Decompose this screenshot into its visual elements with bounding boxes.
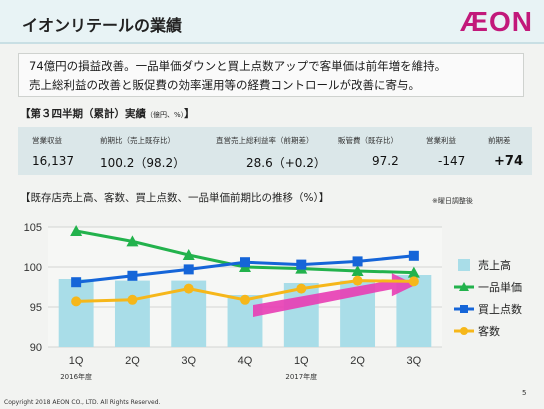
chart-note: ※曜日調整後 — [432, 197, 473, 205]
stat-value: -147 — [438, 154, 466, 168]
bar-sales — [283, 283, 319, 347]
q3-unit: （億円、%） — [146, 111, 185, 119]
stat-gross-margin: 直営売上総利益率（前期差） 28.6（+0.2） — [216, 135, 326, 171]
stat-yoy: 前期比（売上既存比） 100.2（98.2） — [100, 135, 185, 171]
stat-label: 直営売上総利益率（前期差） — [216, 136, 314, 145]
legend-swatch — [458, 259, 470, 271]
stat-sga: 販管費（既存比） 97.2 — [338, 135, 399, 168]
stat-value: 16,137 — [32, 154, 74, 168]
marker-square — [240, 257, 250, 268]
summary-line-2: 売上総利益の改善と販促費の効率運用等の経費コントロールが改善に寄与。 — [29, 78, 420, 92]
marker-circle — [127, 294, 138, 305]
marker-circle — [352, 275, 363, 286]
marker-circle — [240, 294, 250, 305]
marker-triangle — [182, 249, 195, 260]
marker-square — [408, 250, 419, 261]
marker-square — [352, 256, 363, 267]
marker-triangle — [70, 225, 83, 236]
stat-label: 営業利益 — [426, 136, 456, 145]
stat-operating-income: 営業利益 -147 — [426, 135, 465, 168]
stat-label: 営業収益 — [32, 136, 62, 145]
stat-value: 100.2（98.2） — [100, 156, 186, 170]
bar-sales — [114, 280, 150, 347]
chart-heading: 【既存店売上高、客数、買上点数、一品単価前期比の推移（%）】 — [20, 192, 330, 204]
aeon-logo: ÆON — [460, 6, 533, 37]
x-tick-label: 2Q — [125, 355, 140, 367]
marker-circle — [408, 276, 419, 287]
marker-triangle — [407, 266, 420, 278]
stat-value: 97.2 — [372, 154, 399, 168]
legend-label: 一品単価 — [478, 280, 522, 294]
summary-box: 74億円の損益改善。一品単価ダウンと買上点数アップで客単価は前年増を維持。 売上… — [18, 53, 524, 97]
x-tick-label: 3Q — [181, 355, 196, 367]
marker-square — [71, 277, 82, 288]
year-label: 2017年度 — [285, 372, 317, 381]
year-label: 2016年度 — [60, 372, 92, 381]
slide-title: イオンリテールの業績 — [22, 16, 183, 35]
legend-label: 売上高 — [478, 258, 511, 272]
stat-value: 28.6（+0.2） — [246, 156, 326, 170]
marker-triangle — [351, 265, 364, 276]
trend-arrow — [253, 273, 416, 317]
title-bar: イオンリテールの業績 ÆON — [0, 0, 544, 44]
q3-heading: 【第３四半期（累計）実績（億円、%）】 — [20, 106, 195, 121]
stat-label: 前期比（売上既存比） — [100, 136, 175, 145]
x-tick-label: 4Q — [238, 355, 253, 367]
y-tick-label: 100 — [24, 262, 42, 274]
stat-label: 前期差 — [488, 136, 511, 145]
y-tick-label: 90 — [30, 342, 42, 354]
marker-square — [127, 270, 138, 281]
stat-diff: 前期差 +74 — [488, 135, 523, 169]
marker-circle — [71, 296, 82, 307]
copyright-footer: Copyright 2018 AEON CO., LTD. All Rights… — [4, 399, 161, 406]
x-tick-label: 1Q — [69, 355, 84, 367]
q3-heading-close: 】 — [184, 108, 195, 120]
bar-sales — [58, 279, 94, 347]
stat-value: +74 — [494, 154, 523, 169]
page-number: 5 — [522, 389, 527, 397]
y-tick-label: 105 — [24, 222, 42, 234]
legend-marker — [459, 282, 469, 291]
stat-revenue: 営業収益 16,137 — [32, 135, 74, 168]
q3-heading-text: 【第３四半期（累計）実績 — [20, 108, 146, 120]
legend-label: 客数 — [478, 324, 500, 338]
x-tick-label: 2Q — [350, 355, 365, 367]
summary-line-1: 74億円の損益改善。一品単価ダウンと買上点数アップで客単価は前年増を維持。 — [29, 59, 447, 73]
marker-square — [296, 259, 307, 270]
x-tick-label: 3Q — [407, 355, 422, 367]
x-tick-label: 1Q — [294, 355, 309, 367]
marker-circle — [296, 283, 307, 294]
comparison-chart: 90 95 100 105 1Q 2Q 3Q 4Q 1Q 2Q 3Q 2016年度 2017年度 売上高一… — [24, 222, 522, 381]
marker-square — [183, 264, 194, 275]
legend-marker — [460, 305, 468, 313]
legend-label: 買上点数 — [478, 303, 522, 316]
marker-circle — [183, 283, 194, 294]
legend-marker — [460, 327, 468, 335]
marker-triangle — [126, 235, 139, 247]
stat-label: 販管費（既存比） — [338, 136, 398, 145]
stats-band: 営業収益 16,137 前期比（売上既存比） 100.2（98.2） 直営売上総… — [18, 127, 532, 175]
y-tick-label: 95 — [30, 302, 42, 314]
